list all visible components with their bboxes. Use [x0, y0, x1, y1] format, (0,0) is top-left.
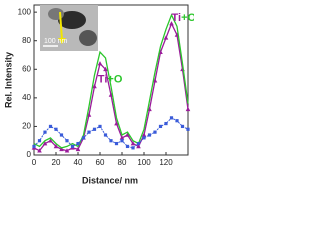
- x-tick-label: 40: [74, 158, 83, 167]
- square-marker: [48, 124, 53, 129]
- triangle-marker: [75, 146, 81, 152]
- plot-frame: [33, 4, 189, 156]
- square-marker: [131, 146, 135, 150]
- annotation: Ti+O: [172, 12, 195, 24]
- triangle-marker: [163, 35, 169, 40]
- series-line: [33, 13, 189, 149]
- square-marker: [109, 139, 113, 143]
- particle: [79, 30, 97, 46]
- chart: Distance/ nm Rel. Intensity 0 20 40 60 80 100…: [3, 4, 195, 185]
- square-marker: [59, 133, 64, 137]
- scan-line: [59, 11, 63, 41]
- square-marker: [147, 133, 152, 137]
- y-tick-label: 80: [22, 36, 31, 45]
- square-marker: [87, 130, 91, 134]
- square-marker: [175, 119, 179, 123]
- square-marker: [169, 116, 174, 120]
- triangle-marker: [53, 143, 59, 149]
- triangle-marker: [103, 66, 108, 72]
- square-marker: [92, 127, 97, 131]
- y-tick-label: 20: [22, 122, 31, 131]
- y-tick-label: 0: [27, 150, 32, 159]
- y-tick-label: 60: [22, 64, 31, 73]
- y-tick-label: 40: [22, 93, 31, 102]
- y-axis-label: Rel. Intensity: [3, 52, 13, 108]
- square-marker: [158, 124, 163, 129]
- annotation-part: Ti: [98, 73, 108, 85]
- square-marker: [76, 141, 80, 146]
- square-marker: [114, 141, 119, 146]
- square-marker: [142, 136, 146, 140]
- annotation-part: O: [114, 73, 123, 85]
- triangle-marker: [130, 141, 136, 146]
- annotation-part: +: [107, 73, 113, 85]
- triangle-marker: [119, 135, 125, 140]
- inset-image: 100 nm: [40, 5, 98, 51]
- triangle-marker: [64, 148, 70, 153]
- square-marker: [43, 130, 47, 134]
- square-marker: [81, 136, 86, 140]
- x-tick-label: 100: [137, 158, 151, 167]
- annotation-part: +: [181, 12, 187, 24]
- triangle-marker: [169, 21, 174, 26]
- x-tick-label: 0: [32, 158, 37, 167]
- square-marker: [32, 144, 36, 149]
- square-marker: [186, 127, 190, 131]
- annotation-part: O: [188, 12, 194, 24]
- triangle-marker: [48, 138, 53, 143]
- annotation: Ti+O: [98, 73, 123, 85]
- scale-bar-label: 100 nm: [44, 38, 68, 45]
- scan-arrow: [58, 38, 66, 44]
- x-tick-label: 80: [118, 158, 127, 167]
- x-tick-label: 60: [96, 158, 105, 167]
- square-marker: [103, 133, 108, 137]
- square-marker: [125, 144, 130, 149]
- triangle-marker: [97, 61, 103, 66]
- square-marker: [180, 124, 185, 129]
- x-tick-label: 20: [52, 158, 61, 167]
- y-tick-label: 100: [18, 7, 32, 16]
- square-marker: [37, 139, 42, 143]
- triangle-marker: [136, 143, 141, 149]
- triangle-marker: [42, 141, 48, 146]
- square-marker: [164, 121, 168, 126]
- particle: [58, 11, 86, 29]
- triangle-marker: [37, 148, 42, 153]
- triangle-marker: [125, 132, 130, 137]
- square-marker: [70, 144, 75, 149]
- x-axis-label: Distance/ nm: [82, 175, 138, 185]
- page: {"chart_data": {"type": "line", "x_label…: [3, 4, 195, 186]
- x-tick-label: 120: [159, 158, 173, 167]
- square-marker: [98, 124, 102, 129]
- square-marker: [153, 130, 157, 134]
- triangle-marker: [141, 132, 147, 137]
- triangle-marker: [92, 83, 97, 89]
- square-marker: [136, 141, 141, 146]
- triangle-marker: [59, 146, 64, 152]
- annotation-part: Ti: [172, 12, 182, 24]
- triangle-marker: [185, 106, 191, 112]
- square-marker: [54, 127, 58, 131]
- square-marker: [120, 139, 124, 143]
- triangle-marker: [114, 121, 119, 126]
- square-marker: [65, 139, 69, 143]
- particle: [48, 8, 64, 20]
